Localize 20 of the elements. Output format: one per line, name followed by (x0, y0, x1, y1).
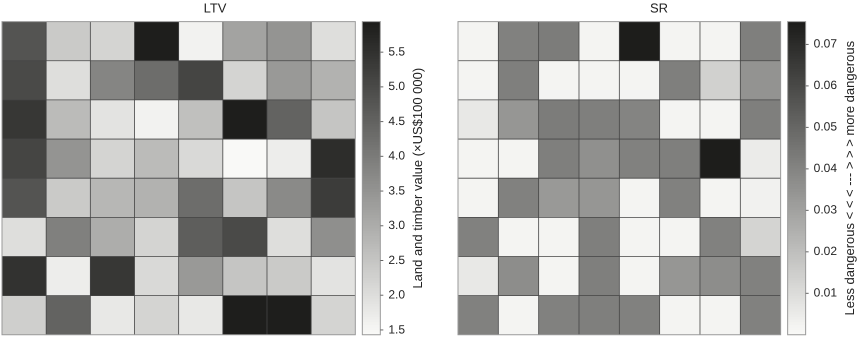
color-bar-label: 0.04 (814, 161, 838, 176)
color-bar-label: 1.5 (388, 322, 406, 336)
color-bar-label: 4.5 (388, 114, 406, 128)
color-bar-label: 0.03 (814, 202, 838, 217)
color-bar-label: 2.0 (388, 288, 406, 302)
color-bar-label: 3.5 (388, 183, 406, 198)
chart-title: LTV (204, 0, 227, 16)
color-bar-label: 2.5 (388, 252, 406, 267)
color-bar-label: 0.05 (814, 120, 838, 134)
color-bar-label: 3.0 (388, 218, 406, 232)
color-bar-label: 4.0 (388, 148, 406, 163)
color-bar-title: Less dangerous < < < --- > > > more dangerous (842, 40, 857, 316)
color-bar-label: 0.02 (814, 244, 838, 258)
color-bar-label: 0.01 (814, 286, 838, 300)
color-bar-label: 0.06 (814, 78, 838, 92)
color-bar-label: 5.5 (388, 44, 406, 58)
color-bar-label: 5.0 (388, 79, 406, 94)
chart-title: SR (650, 0, 668, 16)
color-bar-title: Land and timber value (×US$100 000) (410, 68, 425, 289)
color-bar-label: 0.07 (814, 36, 838, 51)
